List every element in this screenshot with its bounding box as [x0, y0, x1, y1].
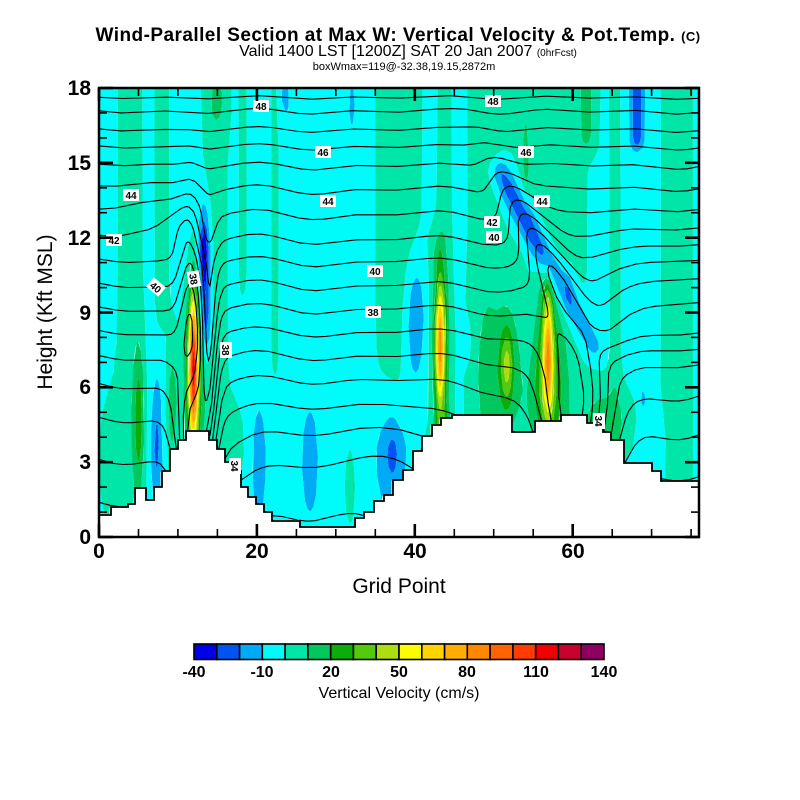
svg-text:140: 140 [591, 664, 618, 681]
svg-text:9: 9 [79, 302, 91, 325]
svg-text:15: 15 [68, 152, 92, 175]
svg-text:20: 20 [245, 540, 268, 563]
svg-text:Height (Kft MSL): Height (Kft MSL) [34, 234, 57, 389]
svg-text:50: 50 [390, 664, 408, 681]
svg-text:42: 42 [486, 218, 498, 229]
svg-text:44: 44 [125, 191, 137, 202]
svg-text:Vertical Velocity (cm/s): Vertical Velocity (cm/s) [319, 685, 480, 702]
svg-text:60: 60 [561, 540, 584, 563]
svg-text:0: 0 [79, 526, 91, 549]
svg-text:80: 80 [458, 664, 476, 681]
svg-text:110: 110 [523, 664, 549, 681]
svg-text:-10: -10 [250, 664, 273, 681]
svg-text:38: 38 [219, 344, 230, 356]
svg-text:18: 18 [68, 77, 92, 100]
svg-text:-40: -40 [182, 664, 205, 681]
svg-text:40: 40 [488, 233, 500, 244]
svg-text:12: 12 [68, 227, 91, 250]
svg-text:44: 44 [322, 197, 334, 208]
svg-text:48: 48 [255, 102, 267, 113]
svg-text:38: 38 [186, 273, 199, 286]
svg-text:48: 48 [487, 97, 499, 108]
svg-text:3: 3 [79, 451, 91, 474]
svg-text:40: 40 [369, 267, 381, 278]
svg-text:34: 34 [228, 460, 239, 472]
svg-text:20: 20 [322, 664, 340, 681]
svg-text:Grid Point: Grid Point [352, 575, 446, 598]
svg-text:46: 46 [317, 148, 329, 159]
svg-text:42: 42 [108, 236, 120, 247]
svg-text:38: 38 [367, 308, 379, 319]
svg-text:0: 0 [93, 540, 105, 563]
svg-text:34: 34 [592, 415, 603, 427]
svg-text:40: 40 [403, 540, 426, 563]
svg-text:6: 6 [79, 376, 91, 399]
svg-text:46: 46 [520, 148, 532, 159]
svg-text:44: 44 [536, 197, 548, 208]
